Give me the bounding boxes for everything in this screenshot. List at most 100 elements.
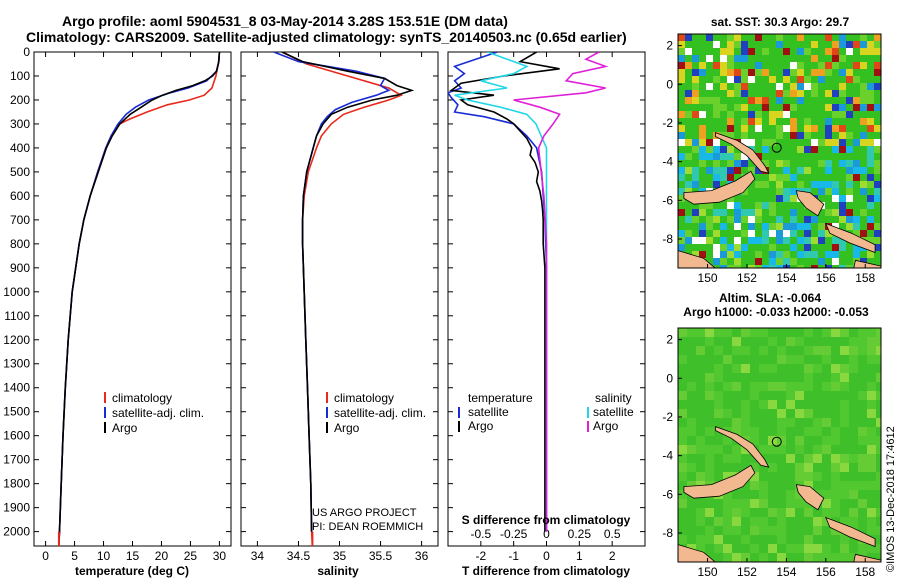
map-y-tick-label: 0 [666,77,673,91]
heatmap-cell [832,139,839,146]
heatmap-cell [769,258,776,265]
heatmap-cell [678,463,687,472]
heatmap-cell [860,209,867,216]
heatmap-cell [769,174,776,181]
heatmap-cell [713,90,720,97]
heatmap-cell [762,258,769,265]
heatmap-cell [776,146,783,153]
heatmap-cell [860,118,867,125]
heatmap-cell [832,76,839,83]
heatmap-cell [797,76,804,83]
heatmap-cell [705,472,714,481]
heatmap-cell [867,445,876,454]
heatmap-cell [687,364,696,373]
heatmap-cell [720,160,727,167]
heatmap-cell [692,118,699,125]
heatmap-cell [839,90,846,97]
heatmap-cell [727,237,734,244]
heatmap-cell [822,535,831,544]
heatmap-cell [734,62,741,69]
heatmap-cell [840,454,849,463]
heatmap-cell [713,202,720,209]
heatmap-cell [853,174,860,181]
heatmap-cell [804,337,813,346]
heatmap-cell [860,251,867,258]
heatmap-cell [825,90,832,97]
depth-tick-label: 300 [10,117,30,131]
heatmap-cell [840,490,849,499]
heatmap-cell [790,139,797,146]
heatmap-cell [804,553,813,562]
x-tick-label: 10 [97,549,111,563]
heatmap-cell [853,139,860,146]
map-x-tick-label: 152 [737,565,757,579]
heatmap-cell [705,418,714,427]
heatmap-cell [755,104,762,111]
heatmap-cell [741,400,750,409]
heatmap-cell [678,418,687,427]
heatmap-cell [874,244,881,251]
heatmap-cell [813,472,822,481]
heatmap-cell [687,382,696,391]
heatmap-cell [769,188,776,195]
map-y-tick-label: -4 [662,155,673,169]
heatmap-cell [818,160,825,167]
heatmap-cell [876,328,881,337]
heatmap-cell [755,139,762,146]
heatmap-cell [768,346,777,355]
heatmap-cell [734,111,741,118]
heatmap-cell [832,90,839,97]
heatmap-cell [714,544,723,553]
heatmap-cell [846,153,853,160]
heatmap-cell [705,364,714,373]
heatmap-cell [825,237,832,244]
heatmap-cell [832,125,839,132]
x-tick-label: 30 [213,549,227,563]
heatmap-cell [727,62,734,69]
heatmap-cell [699,69,706,76]
heatmap-cell [706,41,713,48]
heatmap-cell [846,139,853,146]
heatmap-cell [692,76,699,83]
heatmap-cell [804,517,813,526]
heatmap-cell [748,34,755,41]
heatmap-cell [811,90,818,97]
heatmap-cell [853,153,860,160]
heatmap-cell [732,364,741,373]
heatmap-cell [797,153,804,160]
heatmap-cell [727,153,734,160]
heatmap-cell [720,230,727,237]
difference-profile-lines [448,52,609,532]
heatmap-cell [822,463,831,472]
heatmap-cell [762,209,769,216]
heatmap-cell [839,195,846,202]
heatmap-cell [732,445,741,454]
heatmap-cell [818,90,825,97]
heatmap-cell [678,427,687,436]
heatmap-cell [831,364,840,373]
heatmap-cell [867,146,874,153]
heatmap-cell [825,48,832,55]
heatmap-cell [860,174,867,181]
legend-t-argo-swatch [458,421,460,432]
heatmap-cell [840,391,849,400]
heatmap-cell [849,490,858,499]
heatmap-cell [867,355,876,364]
heatmap-cell [759,400,768,409]
heatmap-cell [804,104,811,111]
heatmap-cell [723,553,732,562]
heatmap-cell [846,62,853,69]
heatmap-cell [804,237,811,244]
heatmap-cell [776,244,783,251]
heatmap-cell [741,230,748,237]
heatmap-cell [783,111,790,118]
heatmap-cell [832,160,839,167]
heatmap-cell [762,153,769,160]
heatmap-cell [706,55,713,62]
heatmap-cell [748,181,755,188]
heatmap-cell [748,188,755,195]
sst-map-land [678,132,881,268]
heatmap-cell [762,55,769,62]
heatmap-cell [832,132,839,139]
heatmap-cell [849,427,858,436]
